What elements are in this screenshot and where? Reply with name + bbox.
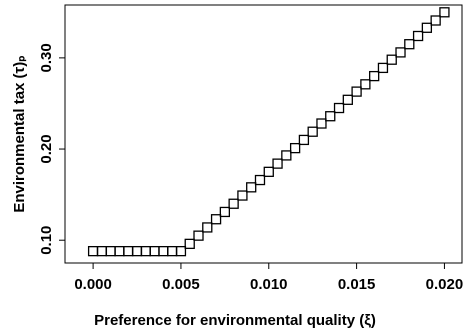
marker: [210, 214, 222, 225]
marker: [281, 150, 292, 161]
marker: [377, 62, 389, 74]
marker: [351, 86, 362, 97]
marker: [254, 174, 266, 186]
marker: [272, 158, 283, 169]
marker: [140, 245, 151, 257]
x-tick-label: 0.010: [250, 276, 288, 293]
x-axis-title: Preference for environmental quality (ξ): [94, 312, 376, 329]
x-tick-label: 0.005: [162, 276, 200, 293]
marker: [369, 70, 380, 82]
marker: [184, 238, 195, 250]
marker: [386, 54, 397, 65]
x-tick-label: 0.015: [338, 276, 376, 293]
marker: [325, 111, 336, 122]
y-tick-label: 0.10: [38, 226, 55, 255]
marker: [131, 245, 143, 257]
marker: [263, 166, 274, 177]
marker: [430, 15, 441, 26]
marker: [228, 198, 239, 209]
x-tick-label: 0.020: [426, 276, 464, 293]
marker: [158, 245, 169, 257]
marker: [219, 206, 231, 218]
plot-box: [64, 4, 463, 264]
marker: [307, 126, 318, 137]
marker: [96, 245, 108, 257]
marker: [333, 102, 345, 114]
marker: [167, 245, 178, 257]
marker: [316, 118, 327, 129]
marker: [87, 245, 99, 257]
marker: [175, 245, 187, 257]
x-tick-label: 0.000: [74, 276, 112, 293]
marker: [298, 134, 310, 146]
marker: [149, 245, 160, 257]
marker: [105, 245, 116, 257]
marker: [412, 30, 424, 42]
marker: [395, 47, 406, 58]
y-tick-label: 0.20: [38, 134, 55, 163]
marker: [421, 22, 433, 33]
marker: [114, 245, 125, 257]
marker: [202, 222, 213, 233]
marker: [193, 230, 204, 241]
marker: [123, 245, 134, 257]
marker: [342, 94, 353, 105]
y-axis-title: Environmental tax (τ)ₚ: [11, 55, 28, 212]
marker: [360, 79, 371, 90]
y-tick-label: 0.30: [38, 43, 55, 72]
marker: [237, 190, 248, 201]
marker: [246, 182, 257, 193]
marker: [404, 39, 415, 50]
marker: [289, 142, 301, 154]
marker: [439, 7, 450, 18]
